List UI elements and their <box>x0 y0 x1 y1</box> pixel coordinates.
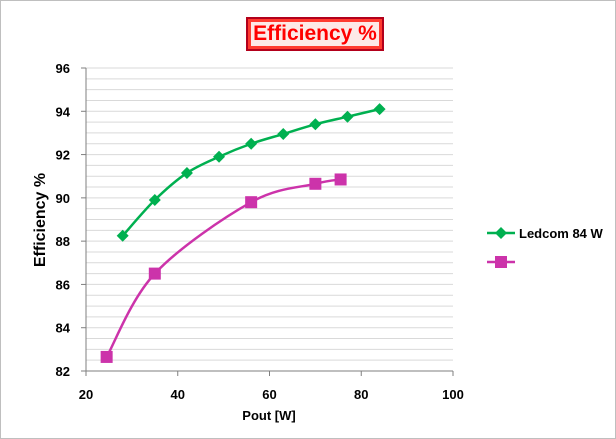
diamond-marker <box>277 128 290 141</box>
data-series <box>100 103 386 363</box>
legend-label: Ledcom 84 W <box>519 226 604 241</box>
diamond-marker <box>309 118 322 131</box>
x-tick-label: 20 <box>79 387 93 402</box>
legend-marker <box>495 227 507 239</box>
y-tick-labels: 82 84 86 88 90 92 94 96 <box>56 61 71 379</box>
y-tick-label: 86 <box>56 277 70 292</box>
y-tick-label: 84 <box>56 321 71 336</box>
x-tick-label: 60 <box>262 387 276 402</box>
x-tick-label: 100 <box>442 387 464 402</box>
x-tick-label: 40 <box>171 387 185 402</box>
diamond-marker <box>373 103 386 116</box>
x-tick-label: 80 <box>354 387 368 402</box>
y-tick-label: 92 <box>56 148 70 163</box>
square-marker <box>334 173 347 186</box>
y-tick-label: 94 <box>56 104 71 119</box>
y-tick-label: 90 <box>56 191 70 206</box>
y-axis-title: Efficiency % <box>32 173 49 267</box>
y-tick-label: 96 <box>56 61 70 76</box>
diamond-marker <box>116 229 129 242</box>
legend-marker <box>495 256 507 268</box>
x-axis-title: Pout [W] <box>242 408 295 423</box>
square-marker <box>148 267 161 280</box>
square-marker <box>309 177 322 190</box>
series-line <box>105 178 341 358</box>
diamond-marker <box>213 150 226 163</box>
x-tick-labels: 20 40 60 80 100 <box>79 387 464 402</box>
square-marker <box>245 196 258 209</box>
y-tick-label: 88 <box>56 234 70 249</box>
diamond-marker <box>245 137 258 150</box>
diamond-marker <box>341 110 354 123</box>
chart-title: Efficiency % <box>251 22 379 46</box>
axes <box>81 67 454 376</box>
legend: Ledcom 84 W <box>487 226 604 268</box>
y-tick-label: 82 <box>56 364 70 379</box>
diamond-marker <box>148 194 161 207</box>
series-line <box>121 107 380 237</box>
diamond-marker <box>180 166 193 179</box>
gridlines <box>86 67 453 372</box>
square-marker <box>100 350 113 363</box>
chart-title-box: Efficiency % <box>246 17 384 51</box>
